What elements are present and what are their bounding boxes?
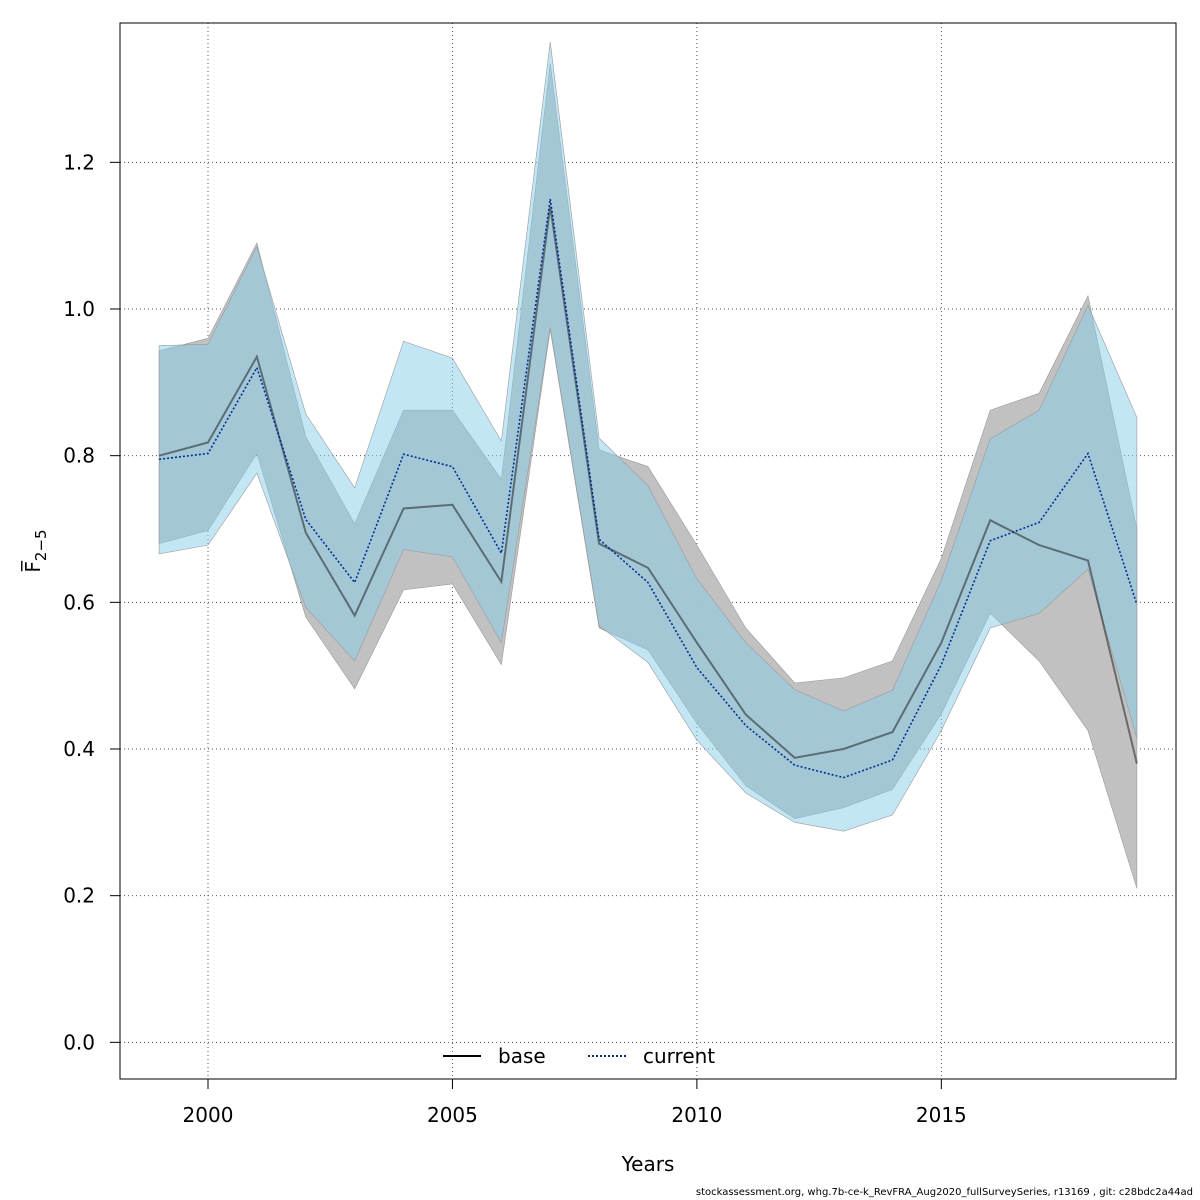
x-tick-label: 2005 bbox=[427, 1103, 478, 1127]
x-axis-title: Years bbox=[621, 1152, 675, 1176]
y-tick-label: 0.0 bbox=[63, 1030, 95, 1054]
series-lines bbox=[158, 198, 1138, 779]
legend-current-label: current bbox=[643, 1044, 715, 1068]
y-tick-label: 0.8 bbox=[63, 444, 95, 468]
band-current bbox=[158, 42, 1138, 832]
y-tick-label: 1.0 bbox=[63, 297, 95, 321]
x-tick-label: 2015 bbox=[916, 1103, 967, 1127]
footer-caption: stockassessment.org, whg.7b-ce-k_RevFRA_… bbox=[695, 1187, 1193, 1198]
plot-frame bbox=[119, 22, 1177, 1080]
x-tick-label: 2000 bbox=[183, 1103, 234, 1127]
y-axis-title: F̅2−5 bbox=[20, 529, 50, 572]
line-current bbox=[159, 198, 1138, 779]
y-tick-label: 1.2 bbox=[63, 150, 95, 174]
confidence-bands bbox=[158, 42, 1138, 889]
y-tick-label: 0.6 bbox=[63, 590, 95, 614]
legend-base-label: base bbox=[498, 1044, 546, 1068]
x-tick-label: 2010 bbox=[671, 1103, 722, 1127]
y-tick-label: 0.2 bbox=[63, 884, 95, 908]
line-base bbox=[158, 206, 1138, 764]
x-axis: 2000 2005 2010 2015 bbox=[183, 1079, 967, 1127]
y-axis: 0.0 0.2 0.4 0.6 0.8 1.0 1.2 bbox=[63, 150, 120, 1054]
y-axis-title-main: F̅ bbox=[20, 560, 45, 573]
y-axis-title-subscript: 2−5 bbox=[32, 529, 50, 561]
y-tick-label: 0.4 bbox=[63, 737, 95, 761]
legend: base current bbox=[443, 1044, 715, 1068]
